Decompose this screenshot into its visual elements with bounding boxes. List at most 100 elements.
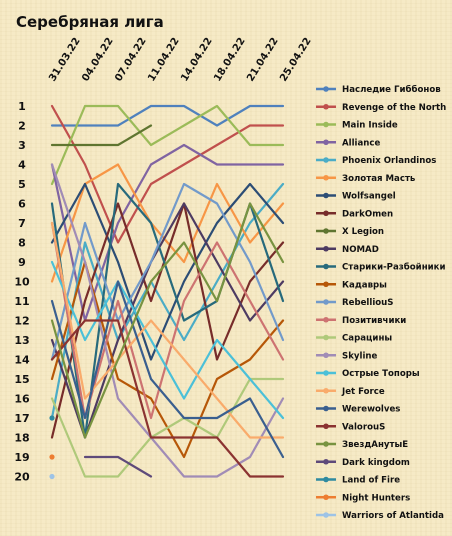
x-tick-label: 18.04.22 [212, 36, 248, 84]
legend-item: Warriors of Atlantida [316, 511, 444, 521]
y-tick-label: 4 [18, 159, 26, 172]
y-tick-label: 1 [18, 100, 26, 113]
legend-item: Золотая Масть [316, 174, 416, 184]
legend-label: Skyline [342, 351, 378, 361]
series-line [50, 163, 285, 478]
legend-swatch-marker [323, 370, 329, 376]
legend-label: Wolfsangel [342, 192, 396, 202]
legend-item: Сарацины [316, 334, 392, 344]
legend-label: Сарацины [342, 334, 392, 344]
y-tick-label: 15 [14, 373, 29, 386]
legend-item: RebelliouS [316, 298, 393, 308]
series-path [50, 104, 285, 186]
legend-label: Werewolves [342, 405, 400, 415]
legend-item: X Legion [316, 227, 384, 237]
series-line [50, 260, 285, 420]
y-tick-label: 2 [18, 120, 26, 133]
legend-swatch-marker [323, 512, 329, 518]
legend-item: Skyline [316, 351, 378, 361]
series-path [50, 202, 285, 439]
legend-label: Night Hunters [342, 493, 410, 503]
series-path [50, 182, 285, 361]
series-line [50, 319, 285, 478]
legend-label: Revenge of the North [342, 103, 446, 113]
series-path [50, 124, 153, 147]
legend-label: Золотая Масть [342, 174, 416, 184]
legend-label: Main Inside [342, 121, 398, 131]
series-line [50, 163, 285, 283]
legend-swatch-marker [323, 245, 329, 252]
legend-swatch-marker [323, 476, 329, 483]
y-tick-label: 14 [14, 354, 30, 367]
data-point [49, 415, 55, 421]
series-path [50, 143, 285, 322]
series-line [50, 377, 285, 478]
x-tick-label: 25.04.22 [278, 36, 314, 84]
legend-swatch-marker [323, 405, 329, 412]
y-tick-label: 19 [14, 451, 29, 464]
legend: Наследие Гиббонов Revenge of the North Mai… [316, 84, 446, 521]
legend-label: Alliance [342, 138, 380, 148]
legend-item: Phoenix Orlandinos [316, 156, 436, 166]
legend-label: Позитивчики [342, 316, 406, 326]
series-path [50, 163, 285, 478]
series-line [83, 455, 153, 478]
x-tick-label: 14.04.22 [179, 36, 215, 84]
legend-label: Warriors of Atlantida [342, 511, 444, 521]
legend-item: ЗвездАнутыЕ [316, 440, 408, 450]
legend-label: Наследие Гиббонов [342, 84, 441, 95]
y-tick-label: 11 [14, 295, 29, 308]
legend-swatch-marker [323, 334, 329, 341]
legend-item: NOMAD [316, 245, 379, 255]
legend-item: Острые Топоры [316, 369, 420, 379]
x-tick-label: 07.04.22 [113, 36, 149, 84]
y-tick-label: 17 [14, 412, 29, 425]
y-tick-label: 3 [18, 139, 26, 152]
legend-item: Jet Force [316, 387, 385, 397]
legend-label: ValorouS [342, 422, 385, 432]
y-tick-label: 12 [14, 315, 29, 328]
y-tick-label: 20 [14, 471, 30, 484]
x-tick-label: 31.03.22 [47, 36, 83, 84]
legend-item: ValorouS [316, 422, 385, 432]
legend-swatch-marker [323, 458, 329, 465]
series-line [50, 202, 285, 439]
series-path [50, 104, 285, 244]
y-tick-label: 5 [18, 178, 26, 191]
legend-item: Кадавры [316, 280, 387, 290]
legend-swatch-marker [323, 210, 329, 217]
legend-item: Dark kingdom [316, 458, 410, 468]
legend-item: Night Hunters [316, 493, 410, 503]
series-path [50, 163, 285, 283]
legend-label: DarkOmen [342, 209, 393, 219]
legend-swatch-marker [323, 121, 329, 128]
series-line [50, 124, 153, 147]
series-line [49, 473, 55, 480]
series-line [50, 182, 285, 361]
legend-swatch-marker [323, 263, 329, 270]
series-path [50, 104, 285, 127]
series-line [50, 182, 285, 361]
series-path [50, 260, 285, 420]
legend-item: Наследие Гиббонов [316, 84, 441, 95]
legend-label: Jet Force [341, 387, 385, 397]
legend-swatch-marker [323, 157, 329, 163]
legend-label: X Legion [342, 227, 384, 237]
legend-swatch-marker [323, 281, 329, 288]
series-line [49, 454, 55, 460]
x-tick-label: 04.04.22 [80, 36, 116, 84]
series-path [50, 182, 285, 361]
legend-label: Старики-Разбойники [342, 262, 446, 273]
x-tick-label: 21.04.22 [245, 36, 281, 84]
legend-label: Phoenix Orlandinos [342, 156, 436, 166]
legend-swatch-marker [323, 494, 329, 501]
legend-swatch-marker [323, 387, 329, 394]
y-tick-label: 8 [18, 237, 26, 250]
legend-label: ЗвездАнутыЕ [342, 440, 408, 450]
data-point [49, 473, 55, 480]
chart-title: Серебряная лига [16, 13, 164, 31]
x-tick-label: 11.04.22 [146, 36, 182, 84]
y-tick-label: 6 [18, 198, 26, 211]
legend-item: Main Inside [316, 121, 398, 131]
